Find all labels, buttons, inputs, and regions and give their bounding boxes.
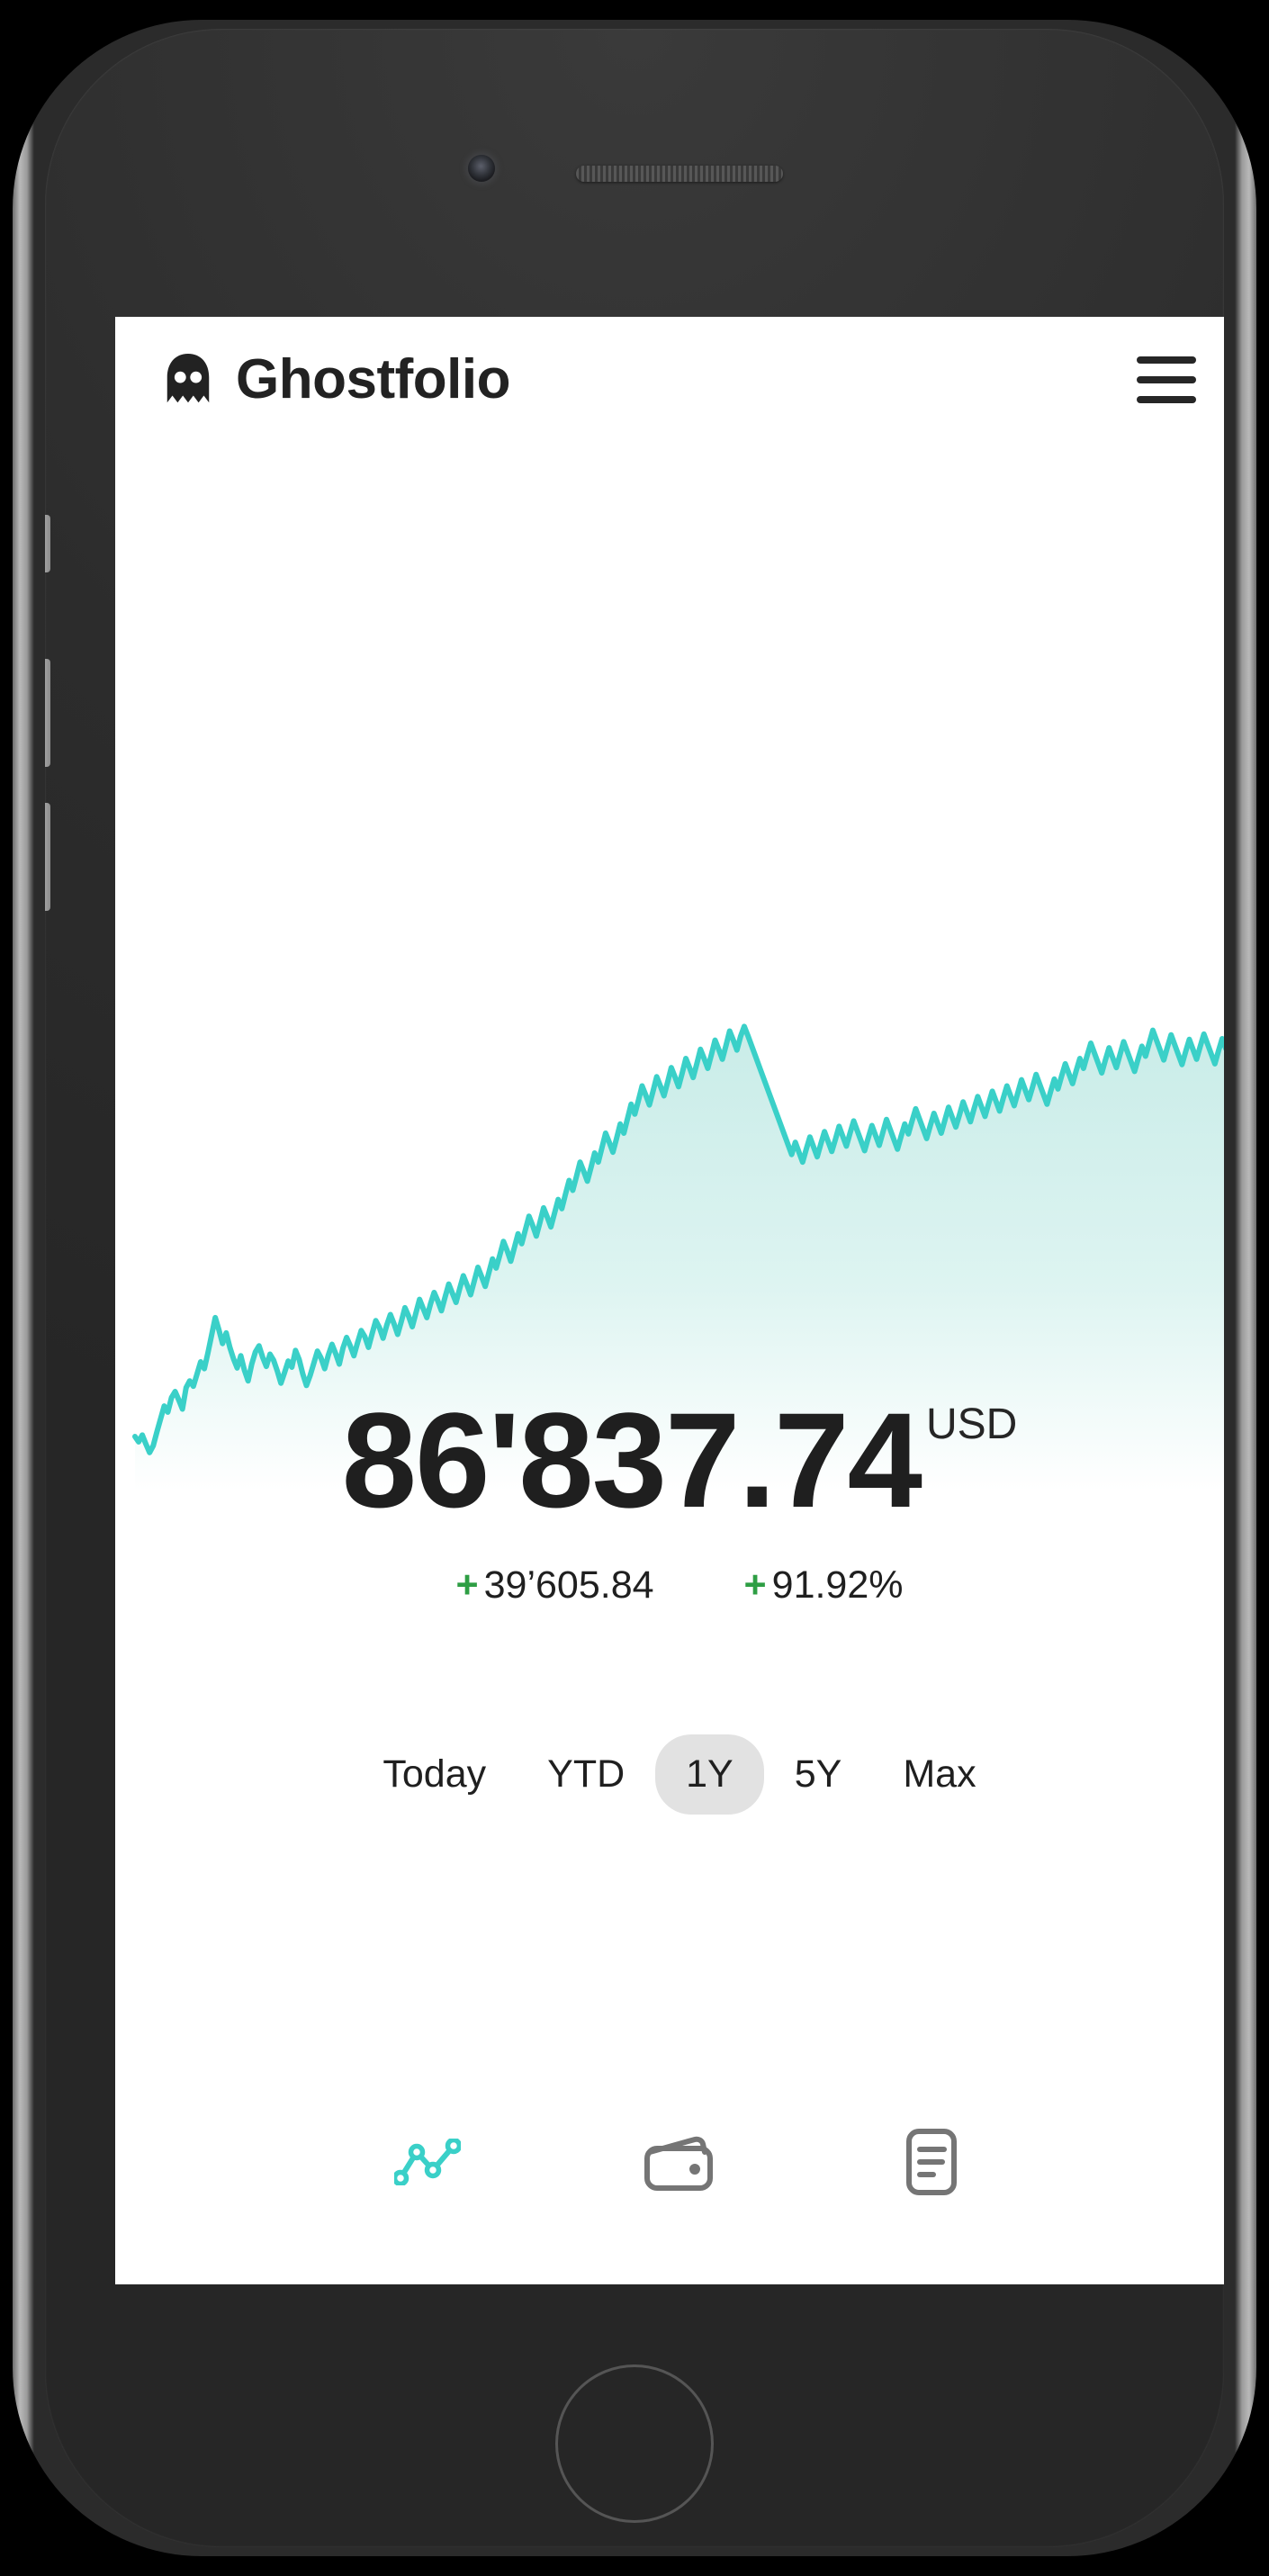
- menu-bar-3: [1137, 396, 1196, 403]
- tab-max[interactable]: Max: [903, 1752, 976, 1796]
- nav-item-activities[interactable]: [882, 2119, 981, 2205]
- portfolio-performance-chart[interactable]: [115, 987, 1224, 1491]
- portfolio-currency: USD: [925, 1401, 1018, 1448]
- brand[interactable]: Ghostfolio: [160, 352, 510, 408]
- change-percent-value: 91.92%: [771, 1563, 904, 1607]
- phone-screen: Ghostfolio: [115, 317, 1224, 2284]
- chart-area-fill: [135, 1026, 1224, 1491]
- menu-bar-2: [1137, 376, 1196, 383]
- value-row: 86'837.74 USD: [115, 1392, 1224, 1527]
- wallet-icon: [643, 2132, 716, 2192]
- chart-canvas: [132, 1023, 1224, 1491]
- tab-5y[interactable]: 5Y: [794, 1752, 842, 1796]
- home-button[interactable]: [555, 2364, 714, 2523]
- volume-up-button[interactable]: [45, 659, 50, 767]
- line-chart-icon: [394, 2139, 461, 2185]
- change-percent-sign: +: [743, 1563, 767, 1607]
- document-icon: [904, 2128, 958, 2196]
- portfolio-value-block: 86'837.74 USD +39’605.84 +91.92%: [115, 1392, 1224, 1608]
- change-absolute-value: 39’605.84: [483, 1563, 654, 1607]
- chart-line: [132, 1023, 1224, 1455]
- ghost-icon: [160, 352, 216, 408]
- hamburger-menu-icon[interactable]: [1130, 344, 1202, 416]
- change-absolute: +39’605.84: [456, 1563, 654, 1608]
- bottom-navigation: [115, 2119, 1224, 2205]
- change-absolute-sign: +: [455, 1563, 479, 1607]
- app-header: Ghostfolio: [115, 317, 1224, 443]
- phone-body: Ghostfolio: [45, 29, 1224, 2547]
- tab-ytd[interactable]: YTD: [547, 1752, 626, 1796]
- page-title: Ghostfolio: [236, 348, 510, 410]
- nav-item-portfolio[interactable]: [630, 2119, 729, 2205]
- earpiece-speaker-icon: [576, 166, 783, 182]
- change-row: +39’605.84 +91.92%: [115, 1563, 1224, 1608]
- silent-switch[interactable]: [45, 515, 50, 572]
- portfolio-amount: 86'837.74: [341, 1384, 922, 1536]
- nav-item-overview[interactable]: [378, 2119, 477, 2205]
- tab-today[interactable]: Today: [382, 1752, 487, 1796]
- phone-device-frame: Ghostfolio: [13, 20, 1256, 2556]
- volume-down-button[interactable]: [45, 803, 50, 911]
- menu-bar-1: [1137, 356, 1196, 364]
- camera-lens-icon: [468, 155, 495, 182]
- date-range-tabs: Today YTD 1Y 5Y Max: [115, 1734, 1224, 1815]
- change-percent: +91.92%: [744, 1563, 904, 1608]
- tab-1y[interactable]: 1Y: [655, 1734, 764, 1815]
